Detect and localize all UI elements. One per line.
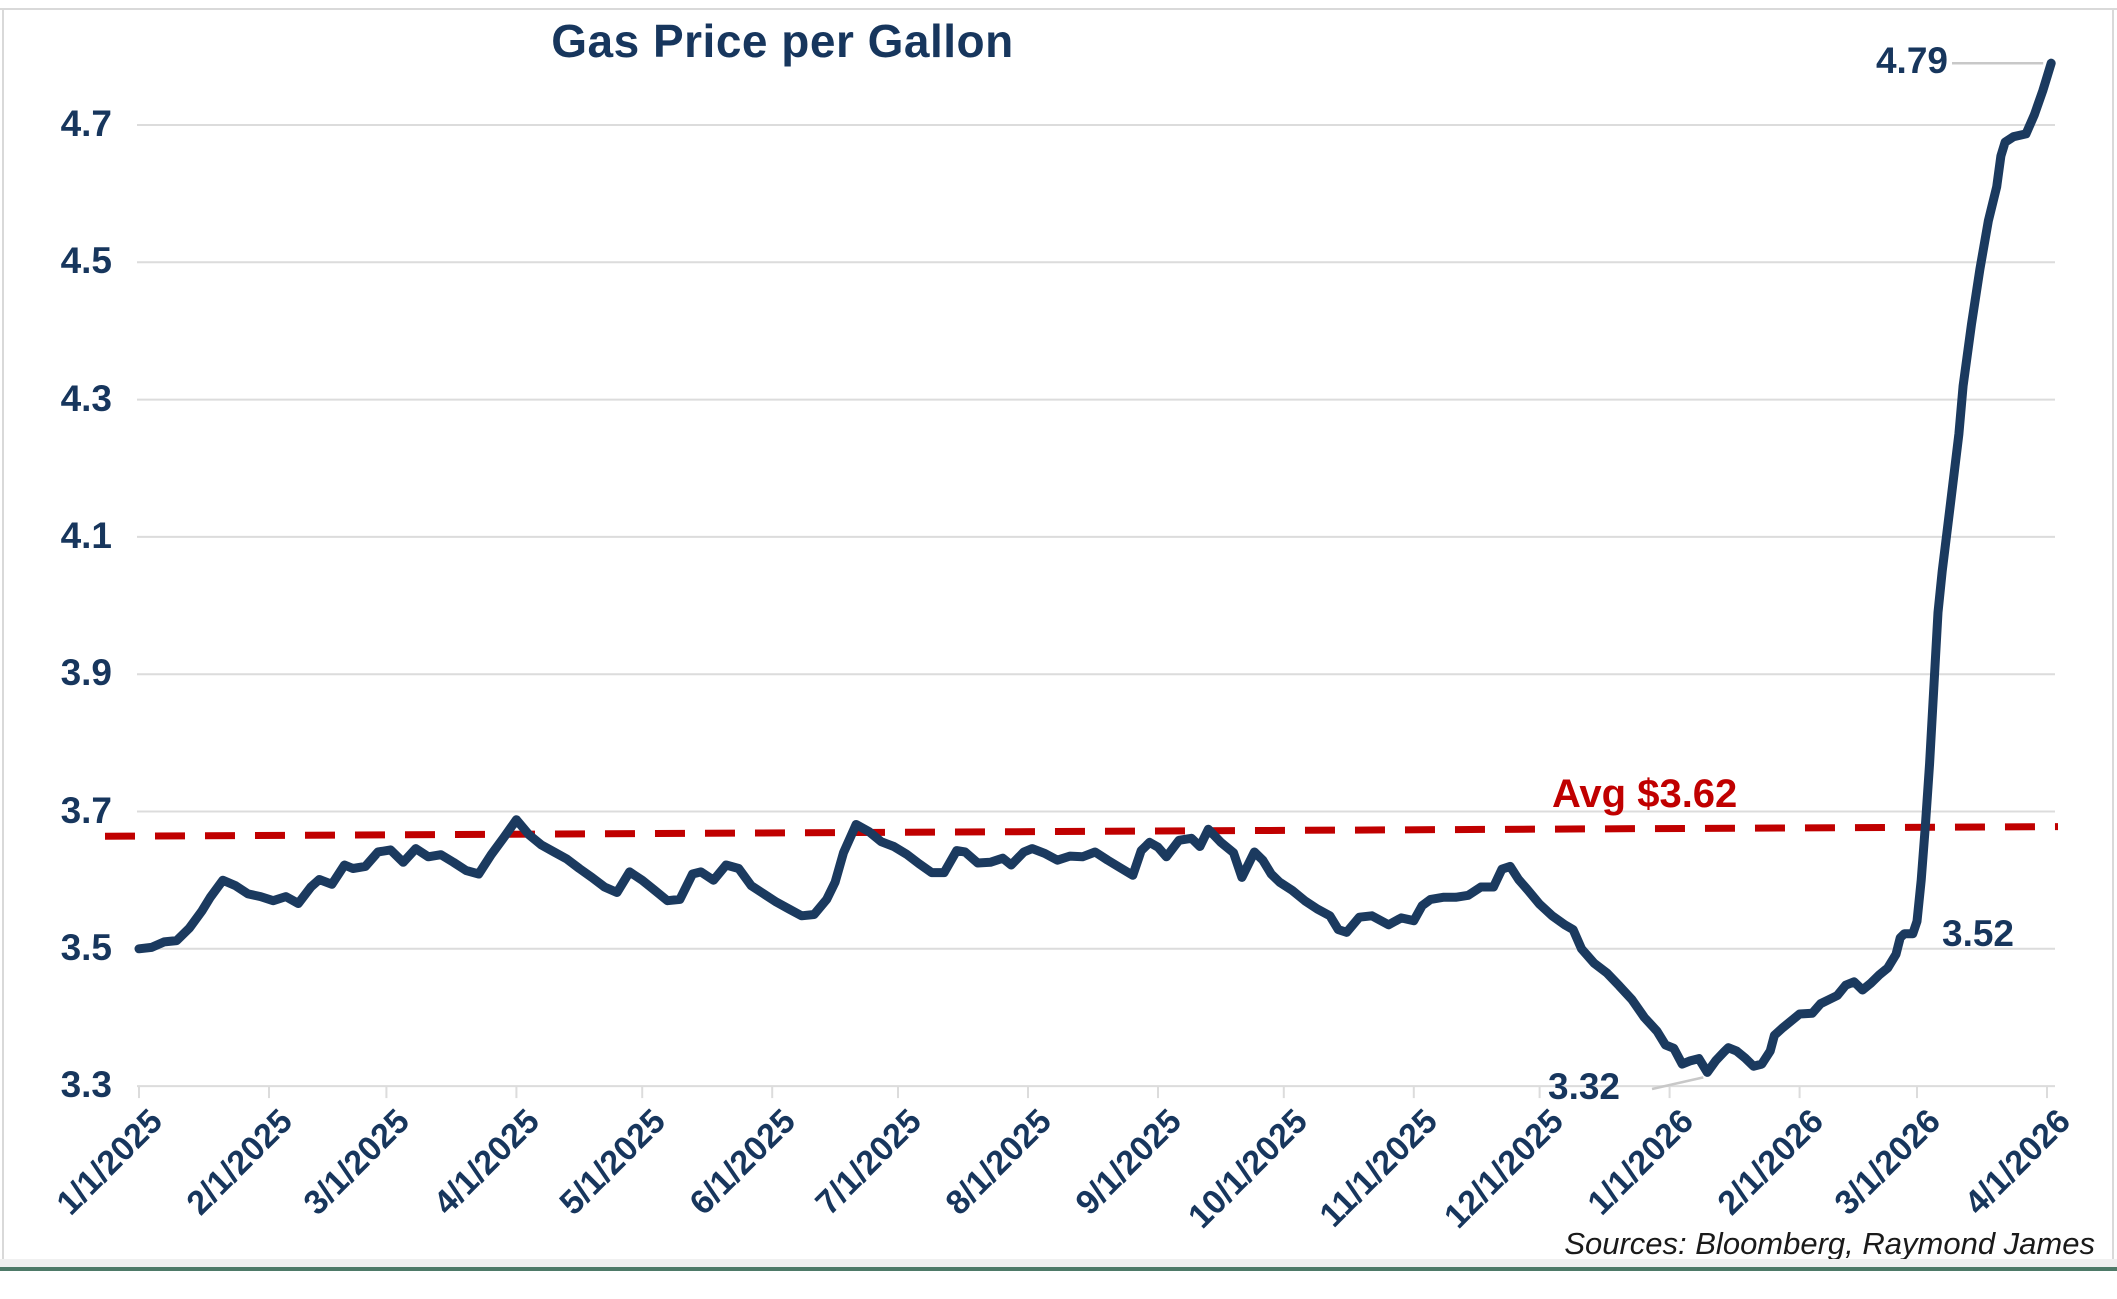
annotation-pre-spike-value: 3.52 — [1942, 913, 2015, 954]
frame-border-right — [2112, 8, 2114, 1270]
y-tick-label: 4.3 — [60, 377, 112, 419]
annotation-peak-value: 4.79 — [1875, 40, 1948, 81]
y-tick-label: 3.3 — [60, 1064, 112, 1106]
frame-bottom-bar — [0, 1267, 2117, 1271]
y-tick-label: 3.5 — [60, 926, 112, 968]
y-tick-label: 4.5 — [60, 240, 112, 282]
annotation-min-value: 3.32 — [1548, 1066, 1621, 1107]
chart-title: Gas Price per Gallon — [551, 15, 1014, 67]
frame-bottom-strip — [0, 1259, 2117, 1267]
frame-border-left — [2, 8, 4, 1270]
y-tick-label: 3.7 — [60, 789, 112, 831]
frame-border-top — [0, 8, 2117, 10]
y-tick-label: 4.7 — [60, 103, 112, 144]
y-tick-label: 3.9 — [60, 652, 112, 694]
y-tick-label: 4.1 — [60, 514, 112, 556]
source-note: Sources: Bloomberg, Raymond James — [1564, 1226, 2095, 1261]
average-line-label: Avg $3.62 — [1552, 772, 1738, 816]
